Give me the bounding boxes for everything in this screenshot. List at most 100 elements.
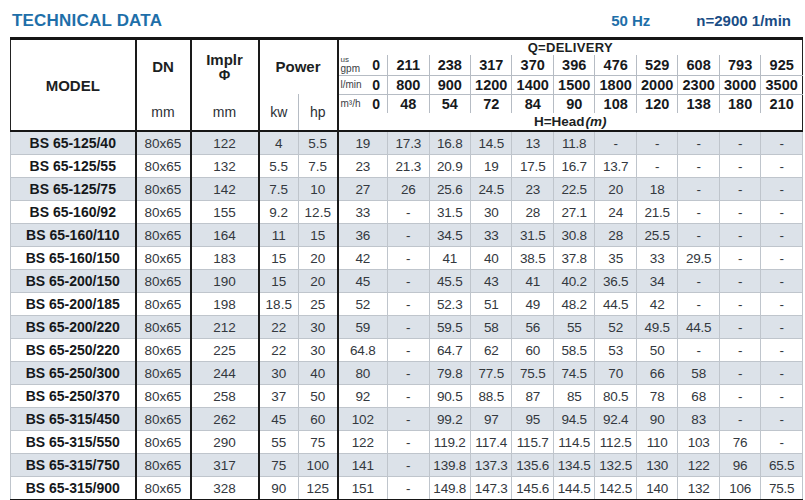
hp-cell: 30 [299,339,338,362]
head-value-cell: 29.5 [678,247,719,270]
head-value-cell: - [719,408,760,431]
delivery-gpm-value: 396 [553,55,594,75]
page-header: TECHNICAL DATA 50 Hz n=2900 1/min [0,0,805,37]
hp-cell: 20 [299,247,338,270]
head-value-cell: 13 [512,131,553,155]
head-value-cell: - [719,385,760,408]
table-row: BS 65-125/5580x651325.57.52321.320.91917… [11,155,803,178]
dn-cell: 80x65 [136,131,191,155]
kw-cell: 9.2 [259,201,299,224]
head-value-cell: 79.8 [429,362,470,385]
head-value-cell: - [761,224,803,247]
head-value-cell: 51 [470,293,511,316]
head-value-cell: 75.5 [761,477,803,500]
model-cell: BS 65-160/150 [11,247,136,270]
head-value-cell: 21.3 [388,155,429,178]
delivery-gpm-value: 370 [512,55,553,75]
head-value-cell: 139.8 [429,454,470,477]
delivery-m3h-value: 54 [429,94,470,113]
dn-cell: 80x65 [136,293,191,316]
delivery-lmin-value: 1500 [553,75,594,94]
dn-cell: 80x65 [136,155,191,178]
impeller-cell: 244 [191,362,259,385]
table-row: BS 65-250/22080x65225223064.8-64.7626058… [11,339,803,362]
table-row: BS 65-315/55080x652905575122-119.2117.41… [11,431,803,454]
head-value-cell: 25.6 [429,178,470,201]
head-value-cell: - [388,362,429,385]
head-value-cell: 16.7 [553,155,594,178]
head-value-cell: 24.5 [470,178,511,201]
head-value-cell: 40.2 [553,270,594,293]
head-value-cell: 94.5 [553,408,594,431]
head-value-cell: 106 [719,477,760,500]
head-value-cell: 33 [470,224,511,247]
kw-cell: 15 [259,270,299,293]
head-value-cell: 45.5 [429,270,470,293]
delivery-m3h-value: 120 [636,94,677,113]
kw-cell: 7.5 [259,178,299,201]
dn-cell: 80x65 [136,408,191,431]
head-value-cell: 25.5 [636,224,677,247]
head-value-cell: 36.5 [595,270,636,293]
head-value-cell: 43 [470,270,511,293]
hp-cell: 40 [299,362,338,385]
impeller-label: Implr [192,52,258,68]
head-value-cell: 110 [636,431,677,454]
hp-cell: 60 [299,408,338,431]
kw-cell: 75 [259,454,299,477]
head-value-cell: 137.3 [470,454,511,477]
head-value-cell: 27 [338,178,388,201]
technical-data-table: MODEL DN ImplrΦ Power Q=DELIVERY usgpm0 … [10,37,803,500]
kw-cell: 45 [259,408,299,431]
head-value-cell: 147.3 [470,477,511,500]
head-value-cell: 60 [512,339,553,362]
model-cell: BS 65-315/900 [11,477,136,500]
kw-cell: 22 [259,339,299,362]
hp-cell: 15 [299,224,338,247]
head-value-cell: - [719,339,760,362]
power-kw-header: kw [259,94,299,131]
delivery-m3h-value: 180 [719,94,760,113]
head-value-cell: 122 [678,454,719,477]
head-value-cell: 44.5 [595,293,636,316]
head-value-cell: 26 [388,178,429,201]
head-value-cell: - [678,293,719,316]
impeller-cell: 212 [191,316,259,339]
page-title: TECHNICAL DATA [12,11,162,31]
model-cell: BS 65-315/450 [11,408,136,431]
impeller-cell: 183 [191,247,259,270]
kw-cell: 90 [259,477,299,500]
delivery-gpm-value: 238 [429,55,470,75]
delivery-m3h-value: 108 [595,94,636,113]
head-value-cell: 135.6 [512,454,553,477]
head-value-cell: - [761,385,803,408]
delivery-lmin-value: 1400 [512,75,553,94]
head-value-cell: 30.8 [553,224,594,247]
head-value-cell: 144.5 [553,477,594,500]
head-value-cell: - [719,131,760,155]
head-value-cell: 64.8 [338,339,388,362]
head-value-cell: 31.5 [429,201,470,224]
head-value-cell: - [719,201,760,224]
head-value-cell: 80 [338,362,388,385]
head-value-cell: 90.5 [429,385,470,408]
head-value-cell: 59 [338,316,388,339]
head-value-cell: - [761,178,803,201]
head-value-cell: 52 [595,316,636,339]
hp-cell: 25 [299,293,338,316]
head-value-cell: - [719,224,760,247]
head-value-cell: 132 [678,477,719,500]
hp-cell: 100 [299,454,338,477]
head-value-cell: 58 [470,316,511,339]
dn-cell: 80x65 [136,339,191,362]
delivery-gpm-value: 925 [761,55,803,75]
head-value-cell: - [678,270,719,293]
delivery-gpm-value: 793 [719,55,760,75]
delivery-gpm-value: 211 [388,55,429,75]
head-value-cell: 87 [512,385,553,408]
head-value-cell: 132.5 [595,454,636,477]
hp-cell: 12.5 [299,201,338,224]
head-value-cell: 20 [595,178,636,201]
kw-cell: 4 [259,131,299,155]
frequency-label: 50 Hz [611,12,650,29]
